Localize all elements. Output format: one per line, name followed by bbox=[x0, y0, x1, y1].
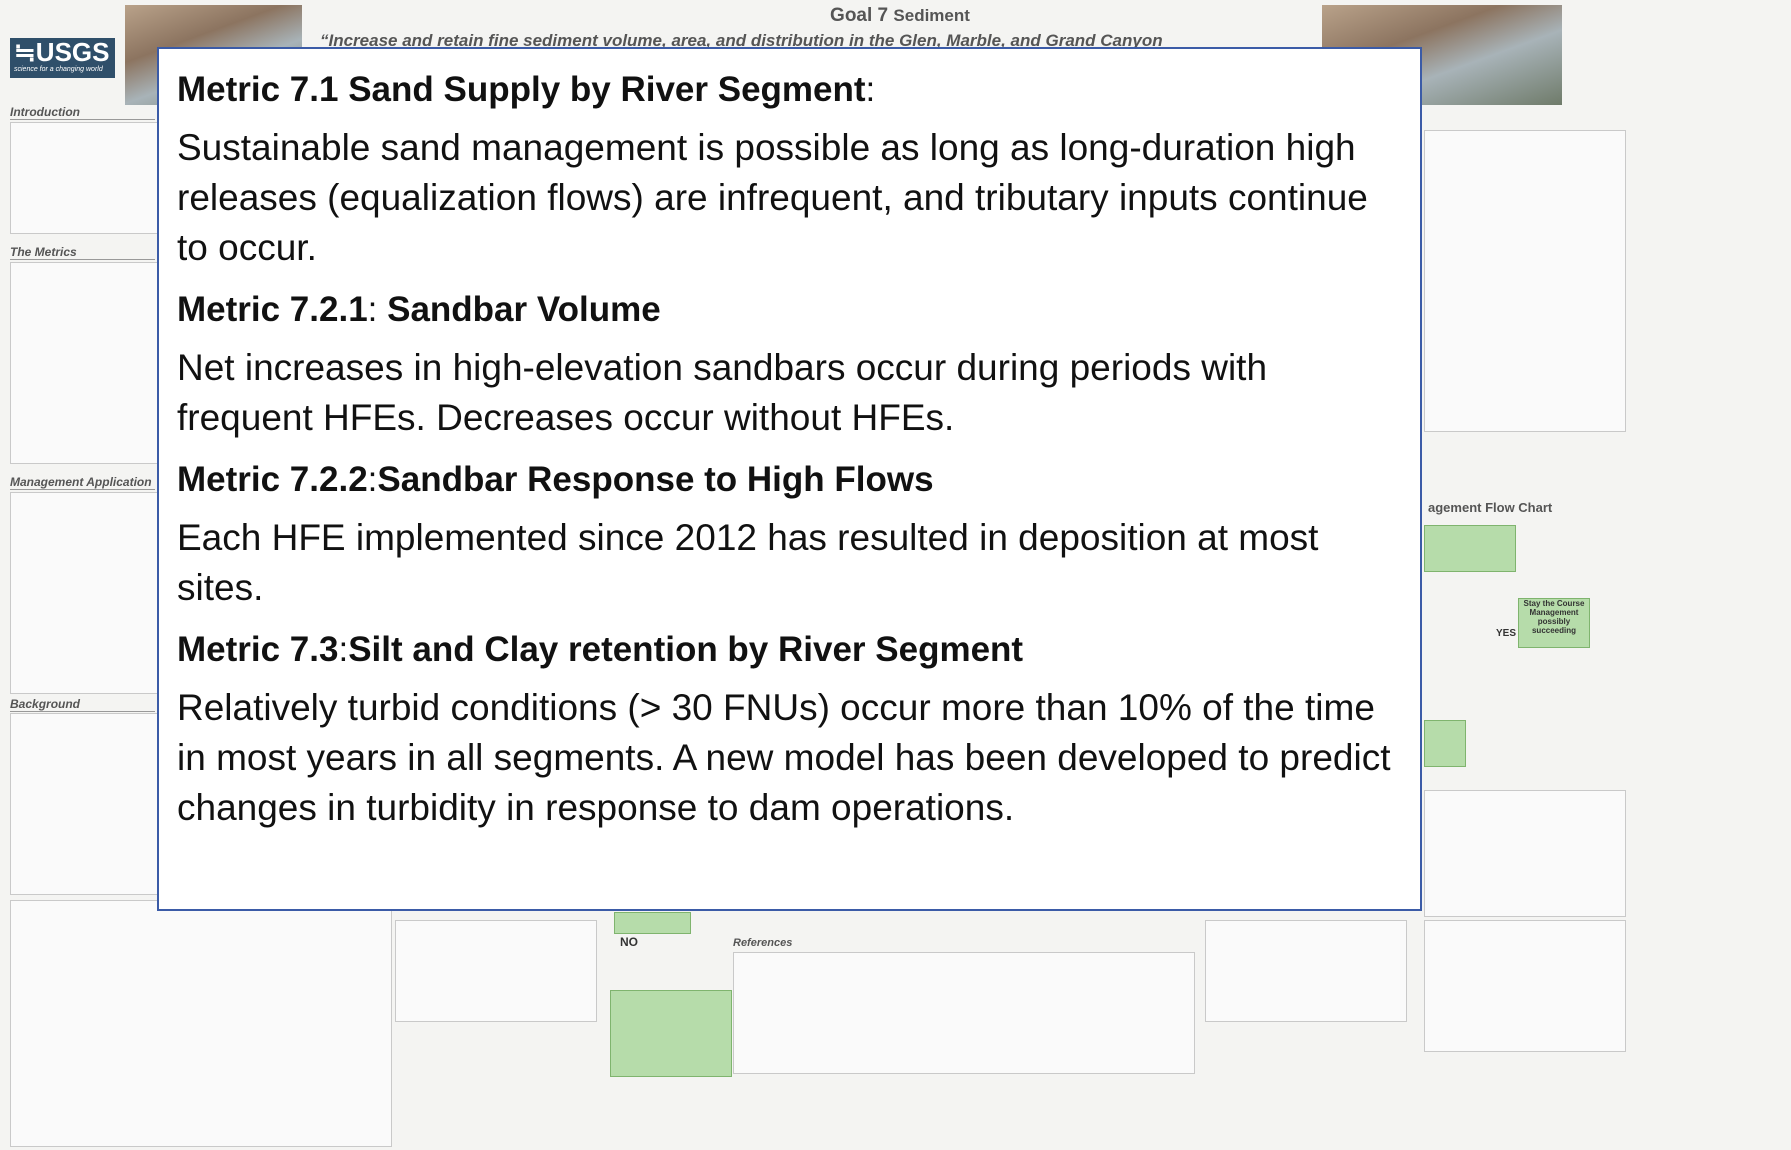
panel bbox=[10, 492, 159, 694]
heading-part: : bbox=[367, 460, 378, 499]
goal: Goal 7 bbox=[830, 5, 889, 26]
logo-text: ≒USGS bbox=[14, 37, 110, 67]
flow-no: NO bbox=[620, 935, 638, 949]
logo-tagline: science for a changing world bbox=[14, 66, 103, 73]
flow-box bbox=[1424, 525, 1516, 572]
flow-box: Stay the Course Management possibly succ… bbox=[1518, 598, 1590, 648]
references-heading: References bbox=[733, 937, 793, 949]
section-heading: Introduction bbox=[10, 105, 155, 120]
goal-subtitle: “Increase and retain fine sediment volum… bbox=[320, 31, 1163, 50]
panel bbox=[10, 900, 392, 1147]
panel bbox=[10, 262, 159, 464]
heading-part: Metric 7.2.2 bbox=[177, 460, 368, 499]
heading-part: Sandbar Volume bbox=[387, 290, 661, 329]
panel bbox=[395, 920, 597, 1022]
panel bbox=[1205, 920, 1407, 1022]
metric-heading: Metric 7.1 Sand Supply by River Segment: bbox=[177, 65, 1402, 115]
heading-part: Metric 7.2.1 bbox=[177, 290, 368, 329]
metric-heading: Metric 7.3:Silt and Clay retention by Ri… bbox=[177, 625, 1402, 675]
heading-part: : bbox=[367, 290, 388, 329]
flow-box bbox=[614, 912, 691, 934]
section-heading: Background bbox=[10, 697, 155, 712]
flow-box bbox=[1424, 720, 1466, 767]
flow-yes: YES bbox=[1496, 628, 1517, 639]
metric-heading: Metric 7.2.1: Sandbar Volume bbox=[177, 285, 1402, 335]
heading-part: Metric 7.1 Sand Supply by River Segment bbox=[177, 70, 866, 109]
metric-text: Sustainable sand management is possible … bbox=[177, 127, 1368, 268]
panel bbox=[1424, 920, 1626, 1052]
metric-text: Relatively turbid conditions (> 30 FNUs)… bbox=[177, 687, 1391, 828]
goal-topic: Sediment bbox=[893, 6, 970, 25]
metric-text: Net increases in high-elevation sandbars… bbox=[177, 347, 1268, 438]
panel bbox=[1424, 130, 1626, 432]
heading-part: Sandbar Response to High Flows bbox=[377, 460, 934, 499]
panel bbox=[1424, 790, 1626, 917]
heading-part: : bbox=[865, 70, 876, 109]
metric-heading: Metric 7.2.2:Sandbar Response to High Fl… bbox=[177, 455, 1402, 505]
flow-box bbox=[610, 990, 732, 1077]
flow-chart-heading: agement Flow Chart bbox=[1428, 500, 1553, 515]
section-heading: The Metrics bbox=[10, 245, 155, 260]
metrics-overlay: Metric 7.1 Sand Supply by River Segment:… bbox=[157, 47, 1422, 911]
panel bbox=[733, 952, 1195, 1074]
goal-title: Goal 7 Sediment bbox=[700, 5, 1100, 27]
section-heading: Management Application bbox=[10, 475, 155, 490]
panel bbox=[10, 122, 159, 234]
metric-text: Each HFE implemented since 2012 has resu… bbox=[177, 517, 1319, 608]
heading-part: Metric 7.3 bbox=[177, 630, 339, 669]
usgs-logo: ≒USGS science for a changing world bbox=[10, 38, 115, 78]
heading-part: : bbox=[338, 630, 349, 669]
heading-part: Silt and Clay retention by River Segment bbox=[348, 630, 1024, 669]
panel bbox=[10, 713, 159, 895]
